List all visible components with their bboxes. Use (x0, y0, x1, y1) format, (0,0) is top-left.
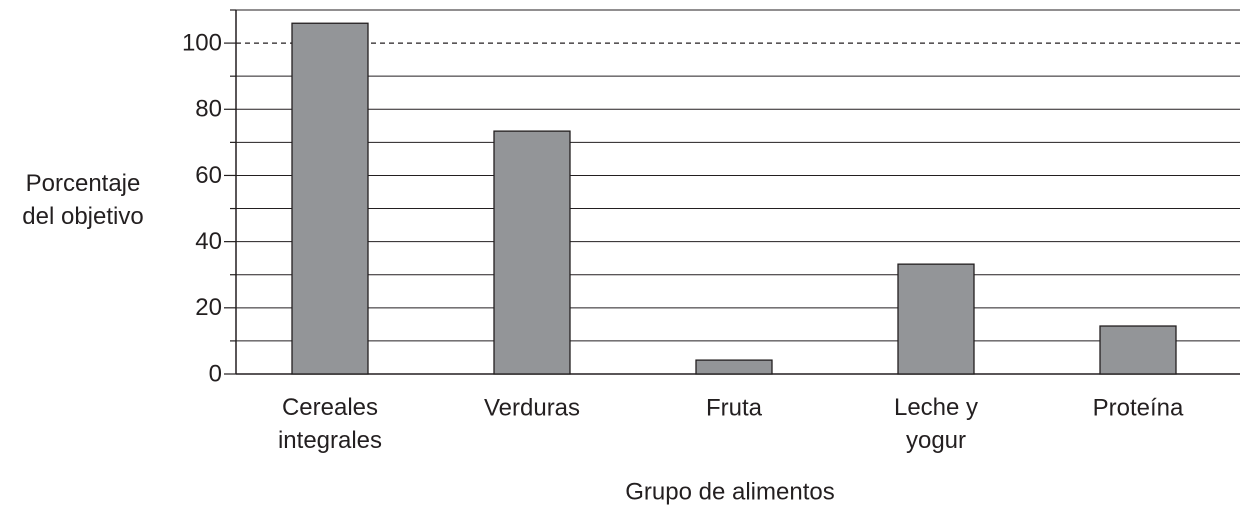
x-tick-label: Verduras (484, 394, 580, 421)
x-tick-label: Leche y yogur (894, 394, 978, 454)
x-axis-label: Grupo de alimentos (625, 478, 834, 505)
y-tick-label: 40 (195, 228, 222, 255)
x-tick-label: Cereales integrales (278, 394, 382, 454)
y-axis-label: Porcentaje del objetivo (22, 170, 143, 230)
bar (493, 130, 571, 375)
y-tick-label: 100 (182, 29, 222, 56)
x-tick-label: Fruta (706, 394, 763, 421)
bar (695, 359, 773, 375)
bar (291, 22, 369, 375)
bar (897, 263, 975, 375)
y-tick-label: 60 (195, 162, 222, 189)
x-tick-label: Proteína (1093, 394, 1184, 421)
bar (1099, 325, 1177, 375)
y-tick-label: 20 (195, 294, 222, 321)
y-tick-label: 0 (209, 360, 222, 387)
y-tick-label: 80 (195, 96, 222, 123)
